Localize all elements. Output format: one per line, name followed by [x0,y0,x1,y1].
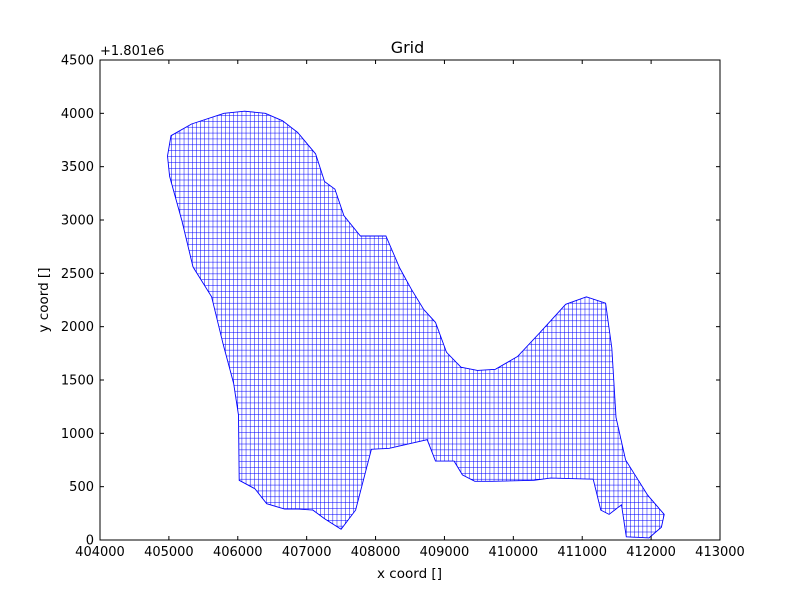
y-tick-label: 500 [69,480,94,495]
y-tick-label: 1500 [61,374,94,389]
x-tick-label: 404000 [75,545,125,560]
y-tick-label: 3500 [61,160,94,175]
y-tick-label: 4500 [61,54,94,69]
x-tick-label: 410000 [489,545,539,560]
y-tick-label: 3000 [61,214,94,229]
x-tick-label: 406000 [213,545,263,560]
y-tick-label: 4000 [61,107,94,122]
x-tick-label: 405000 [144,545,194,560]
x-tick-label: 409000 [420,545,470,560]
chart-title: Grid [391,38,425,57]
y-tick-label: 0 [86,534,94,549]
x-tick-label: 412000 [626,545,676,560]
mesh-grid [167,111,665,538]
x-axis: 404000 405000 406000 407000 408000 409000 4100… [75,60,745,560]
x-tick-label: 411000 [557,545,607,560]
x-tick-label: 413000 [695,545,745,560]
plot-area-frame [99,59,721,541]
x-tick-label: 407000 [282,545,332,560]
x-tick-label: 408000 [351,545,401,560]
y-axis-offset-label: +1.801e6 [100,44,164,59]
y-tick-label: 1000 [61,427,94,442]
y-tick-label: 2000 [61,320,94,335]
x-axis-label: x coord [] [377,566,442,582]
domain-boundary [167,110,665,539]
mesh-lines [167,111,665,538]
y-axis-label: y coord [] [36,268,52,333]
y-tick-label: 2500 [61,267,94,282]
y-axis: 0 500 1000 1500 2000 2500 3000 3500 4000 4500 [61,54,720,549]
